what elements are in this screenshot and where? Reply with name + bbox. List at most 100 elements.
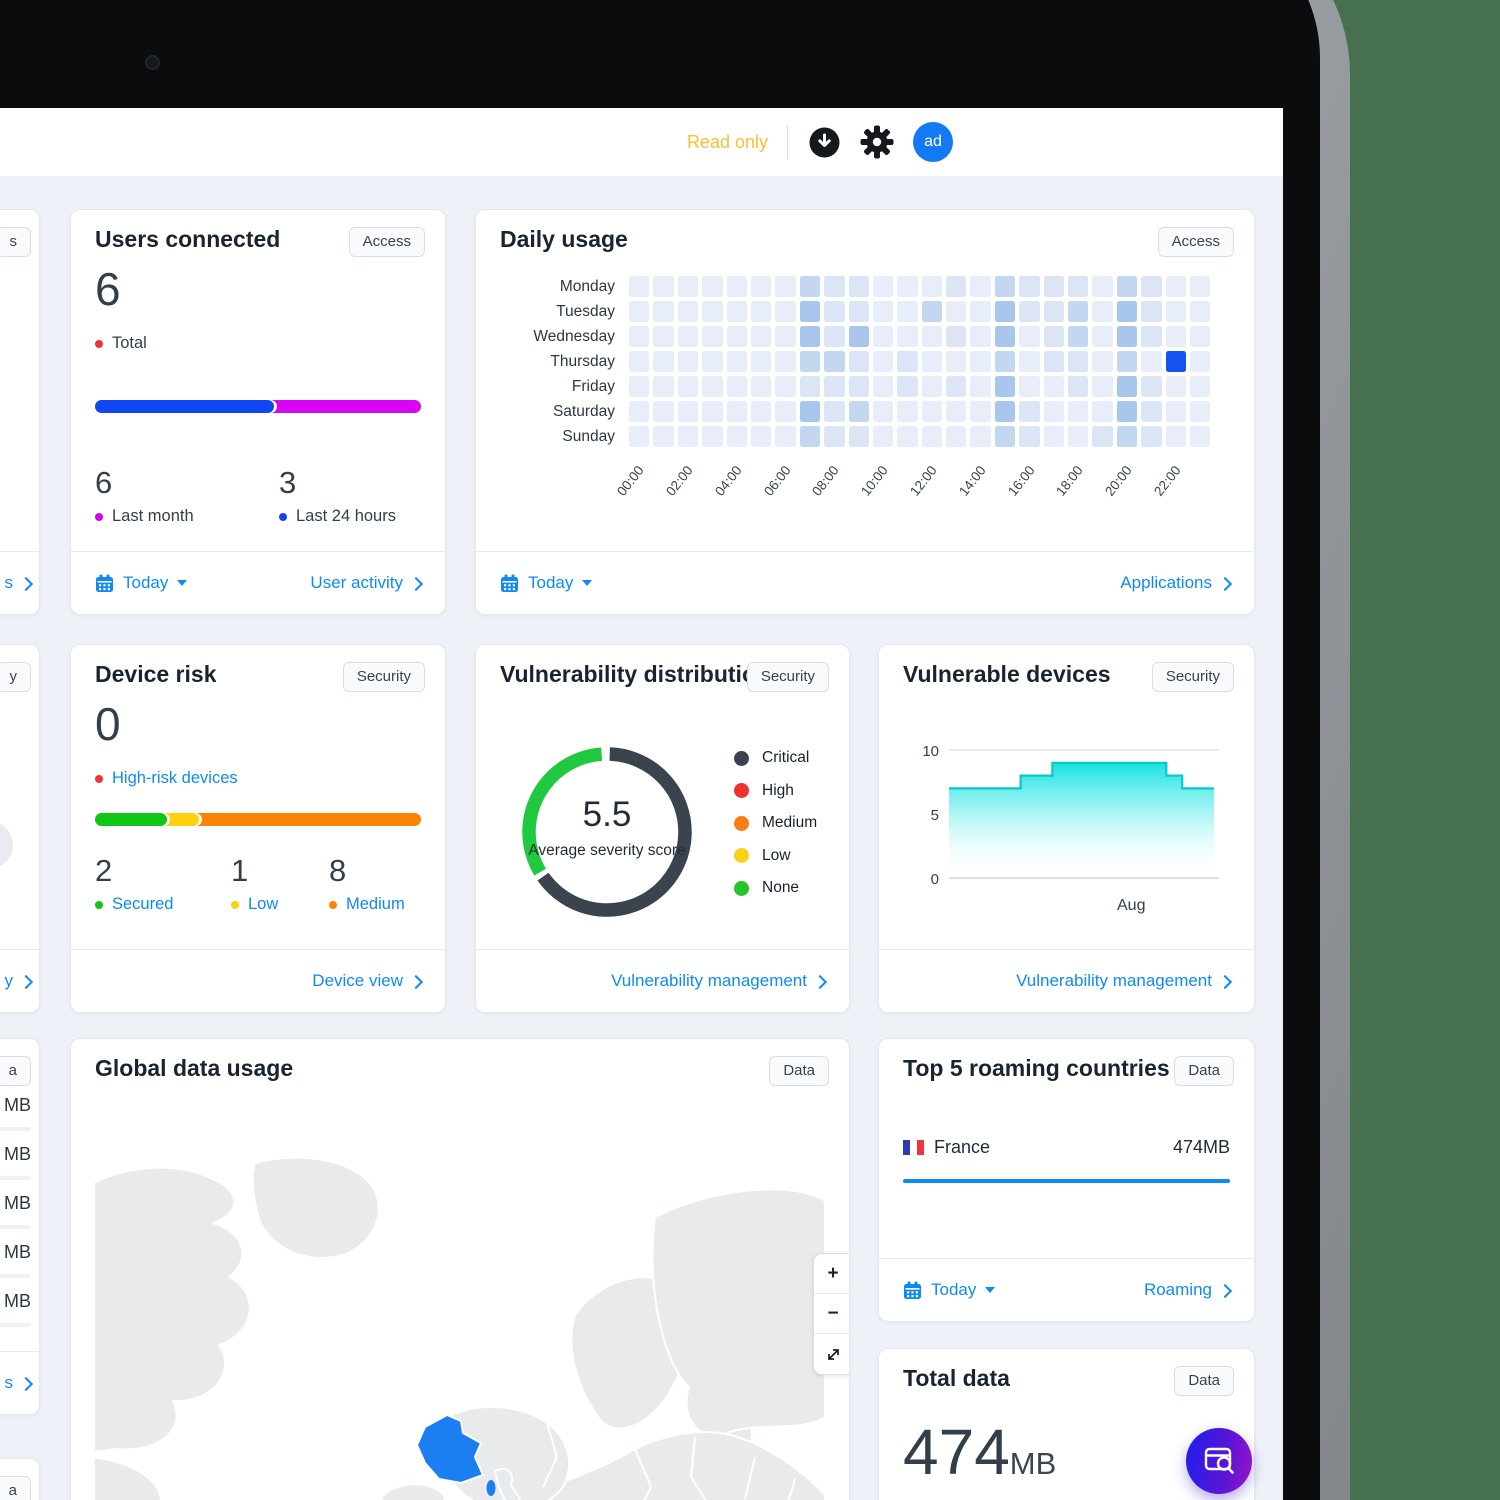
heatmap-cell xyxy=(726,351,747,372)
stat-low: 1 Low xyxy=(231,853,279,913)
heatmap-cell xyxy=(653,401,674,422)
data-badge: Data xyxy=(1174,1056,1234,1086)
data-usage-bar-fragment xyxy=(0,1225,31,1229)
heatmap-cell xyxy=(1092,376,1113,397)
chevron-right-icon xyxy=(18,576,34,591)
avatar[interactable]: ad xyxy=(913,122,953,162)
zoom-reset-button[interactable] xyxy=(814,1334,849,1374)
heatmap-cell xyxy=(1189,326,1211,347)
heatmap-cell xyxy=(994,301,1016,322)
heatmap-cell xyxy=(775,426,796,447)
legend-dot xyxy=(734,815,749,831)
period-selector[interactable]: Today xyxy=(500,573,593,593)
search-window-icon xyxy=(1204,1447,1234,1474)
top-roaming-card: Top 5 roaming countries Data France 474M… xyxy=(878,1038,1255,1322)
heatmap-cell xyxy=(1043,401,1065,422)
download-icon xyxy=(809,127,839,157)
dashboard-content: s s y y a MB MB MB MB MB s a Users connected… xyxy=(0,176,1283,1500)
stat-last-month: 6 Last month xyxy=(95,465,194,525)
heatmap-cell xyxy=(775,301,796,322)
world-map: + − xyxy=(95,1157,849,1500)
heatmap-cell xyxy=(946,426,967,447)
heatmap-cell xyxy=(921,276,943,297)
data-usage-bar-fragment xyxy=(0,1176,31,1180)
x-label: Aug xyxy=(1117,897,1146,914)
heatmap-hour-label: 10:00 xyxy=(858,462,891,499)
period-selector[interactable]: Today xyxy=(903,1280,996,1300)
heatmap-cell xyxy=(1068,426,1089,447)
data-usage-bar-fragment xyxy=(0,1323,31,1327)
heatmap-cell xyxy=(1068,276,1089,297)
y-tick: 5 xyxy=(930,807,939,824)
card-title: Device risk xyxy=(95,661,217,687)
heatmap-cell xyxy=(726,276,747,297)
device-risk-card: Device risk Security 0 High-risk devices… xyxy=(70,644,446,1013)
heatmap-cell xyxy=(677,276,699,297)
card-title: Daily usage xyxy=(500,226,628,252)
heatmap-cell xyxy=(872,301,894,322)
user-activity-link[interactable]: User activity xyxy=(310,573,424,593)
severity-donut-chart xyxy=(522,747,692,917)
security-badge: Security xyxy=(1151,662,1234,692)
zoom-out-button[interactable]: − xyxy=(814,1294,849,1334)
vulnerability-management-link[interactable]: Vulnerability management xyxy=(611,971,828,991)
bar-segment-last-month xyxy=(258,400,421,413)
users-total-value: 6 xyxy=(95,263,121,315)
heatmap-cell xyxy=(1092,401,1113,422)
heatmap-cell xyxy=(897,426,918,447)
download-button[interactable] xyxy=(807,125,841,159)
heatmap-cell xyxy=(1043,426,1065,447)
heatmap-row-label: Thursday xyxy=(550,353,615,370)
fragment-link[interactable]: s xyxy=(5,573,34,593)
legend-item-high: High xyxy=(734,782,817,800)
heatmap-cell xyxy=(1116,276,1138,297)
heatmap-cell xyxy=(677,401,699,422)
heatmap-cell xyxy=(702,376,723,397)
heatmap-cell xyxy=(1092,276,1113,297)
heatmap-cell xyxy=(629,351,650,372)
heatmap-hour-label: 22:00 xyxy=(1151,462,1184,499)
world-map-svg xyxy=(95,1157,826,1500)
heatmap-cell xyxy=(994,401,1016,422)
heatmap-cell xyxy=(750,326,772,347)
severity-score: 5.5 xyxy=(582,795,632,834)
heatmap-cell xyxy=(1116,426,1138,447)
zoom-in-button[interactable]: + xyxy=(814,1254,849,1294)
heatmap-cell xyxy=(1068,401,1089,422)
legend-item-low: Low xyxy=(734,847,817,865)
roaming-bar-track xyxy=(903,1179,1230,1183)
period-selector[interactable]: Today xyxy=(95,573,188,593)
heatmap-cell xyxy=(872,351,894,372)
heatmap-cell xyxy=(921,401,943,422)
heatmap-cell xyxy=(1189,426,1211,447)
heatmap-cell xyxy=(1141,326,1162,347)
status-dot xyxy=(95,900,103,909)
legend-item-critical: Critical xyxy=(734,749,817,767)
heatmap-row-label: Monday xyxy=(559,278,615,295)
applications-link[interactable]: Applications xyxy=(1120,573,1233,593)
roaming-link[interactable]: Roaming xyxy=(1144,1280,1233,1300)
inspector-fab[interactable] xyxy=(1186,1428,1252,1494)
heatmap-cell xyxy=(946,326,967,347)
legend-dot xyxy=(734,848,749,863)
bar-segment-medium xyxy=(183,813,421,826)
heatmap-cell xyxy=(848,401,869,422)
fragment-link[interactable]: s xyxy=(5,1373,34,1393)
heatmap-cell xyxy=(824,326,845,347)
heatmap-cell xyxy=(775,276,796,297)
high-risk-label[interactable]: High-risk devices xyxy=(95,769,238,788)
heatmap-cell xyxy=(653,351,674,372)
vulnerability-management-link[interactable]: Vulnerability management xyxy=(1016,971,1233,991)
heatmap-cell xyxy=(1019,376,1040,397)
card-title: Vulnerable devices xyxy=(903,661,1111,687)
heatmap-cell xyxy=(750,301,772,322)
settings-button[interactable] xyxy=(860,125,894,159)
heatmap-cell xyxy=(1189,276,1211,297)
fragment-link[interactable]: y xyxy=(5,971,34,991)
data-usage-value-fragment: MB xyxy=(4,1242,31,1262)
status-dot xyxy=(95,774,103,783)
device-view-link[interactable]: Device view xyxy=(312,971,424,991)
access-badge: Access xyxy=(1157,227,1234,257)
heatmap-cell xyxy=(1141,301,1162,322)
heatmap-cell xyxy=(653,301,674,322)
